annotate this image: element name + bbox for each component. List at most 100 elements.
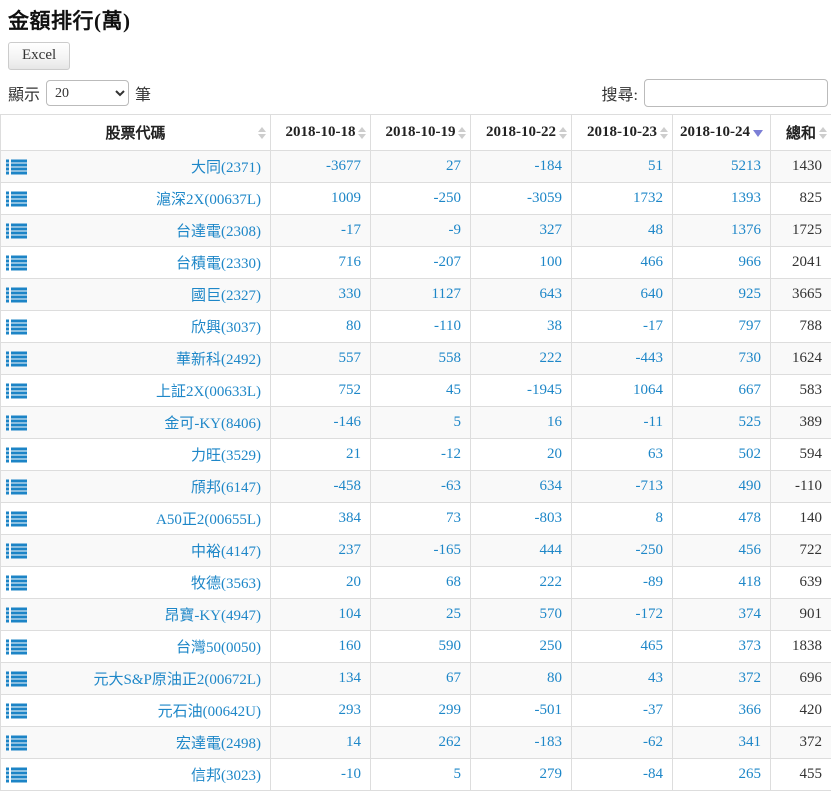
stock-link[interactable]: 滬深2X(00637L) bbox=[156, 192, 261, 208]
list-icon[interactable] bbox=[6, 383, 28, 398]
column-header-d1022[interactable]: 2018-10-22 bbox=[471, 115, 572, 151]
column-header-label: 2018-10-22 bbox=[486, 124, 556, 140]
value-cell: 643 bbox=[471, 279, 572, 311]
value-cell: 279 bbox=[471, 759, 572, 791]
stock-link[interactable]: 信邦(3023) bbox=[191, 768, 261, 784]
value-cell: 374 bbox=[673, 599, 771, 631]
stock-link[interactable]: 大同(2371) bbox=[191, 160, 261, 176]
column-header-stock[interactable]: 股票代碼 bbox=[1, 115, 271, 151]
stock-link[interactable]: 台達電(2308) bbox=[176, 224, 261, 240]
column-header-d1018[interactable]: 2018-10-18 bbox=[271, 115, 371, 151]
value-cell: 5213 bbox=[673, 151, 771, 183]
stock-link[interactable]: 昂寶-KY(4947) bbox=[164, 608, 261, 624]
stock-cell: 中裕(4147) bbox=[1, 535, 271, 567]
stock-link[interactable]: 力旺(3529) bbox=[191, 448, 261, 464]
search-control: 搜尋: bbox=[602, 79, 828, 107]
value-cell: -63 bbox=[371, 471, 471, 503]
list-icon[interactable] bbox=[6, 447, 28, 462]
value-cell: 63 bbox=[572, 439, 673, 471]
list-icon[interactable] bbox=[6, 479, 28, 494]
stock-cell: 大同(2371) bbox=[1, 151, 271, 183]
stock-link[interactable]: A50正2(00655L) bbox=[156, 512, 261, 528]
value-cell: 43 bbox=[572, 663, 673, 695]
list-icon[interactable] bbox=[6, 639, 28, 654]
stock-link[interactable]: 金可-KY(8406) bbox=[164, 416, 261, 432]
column-header-d1023[interactable]: 2018-10-23 bbox=[572, 115, 673, 151]
column-header-label: 2018-10-18 bbox=[286, 124, 356, 140]
list-icon[interactable] bbox=[6, 415, 28, 430]
stock-cell: A50正2(00655L) bbox=[1, 503, 271, 535]
stock-cell: 信邦(3023) bbox=[1, 759, 271, 791]
stock-link[interactable]: 上証2X(00633L) bbox=[156, 384, 261, 400]
stock-link[interactable]: 宏達電(2498) bbox=[176, 736, 261, 752]
value-cell: 525 bbox=[673, 407, 771, 439]
sort-both-icon bbox=[358, 127, 366, 139]
excel-export-button[interactable]: Excel bbox=[8, 42, 70, 70]
value-cell: -37 bbox=[572, 695, 673, 727]
page-length-select[interactable]: 20 bbox=[46, 80, 129, 106]
list-icon[interactable] bbox=[6, 511, 28, 526]
value-cell: 160 bbox=[271, 631, 371, 663]
value-cell: 478 bbox=[673, 503, 771, 535]
value-cell: 222 bbox=[471, 567, 572, 599]
column-header-d1019[interactable]: 2018-10-19 bbox=[371, 115, 471, 151]
sort-desc-icon bbox=[753, 130, 763, 137]
value-cell: 373 bbox=[673, 631, 771, 663]
stock-link[interactable]: 元大S&P原油正2(00672L) bbox=[93, 672, 261, 688]
column-header-label: 股票代碼 bbox=[105, 126, 165, 142]
column-header-d1024[interactable]: 2018-10-24 bbox=[673, 115, 771, 151]
value-cell: 68 bbox=[371, 567, 471, 599]
value-cell: 327 bbox=[471, 215, 572, 247]
list-icon[interactable] bbox=[6, 543, 28, 558]
value-cell: -84 bbox=[572, 759, 673, 791]
list-icon[interactable] bbox=[6, 703, 28, 718]
list-icon[interactable] bbox=[6, 319, 28, 334]
stock-link[interactable]: 頎邦(6147) bbox=[191, 480, 261, 496]
value-cell: -17 bbox=[271, 215, 371, 247]
list-icon[interactable] bbox=[6, 351, 28, 366]
value-cell: -172 bbox=[572, 599, 673, 631]
column-header-total[interactable]: 總和 bbox=[771, 115, 831, 151]
list-icon[interactable] bbox=[6, 575, 28, 590]
list-icon[interactable] bbox=[6, 223, 28, 238]
search-input[interactable] bbox=[644, 79, 828, 107]
value-cell: 558 bbox=[371, 343, 471, 375]
value-cell: 966 bbox=[673, 247, 771, 279]
stock-link[interactable]: 中裕(4147) bbox=[191, 544, 261, 560]
stock-link[interactable]: 元石油(00642U) bbox=[158, 704, 261, 720]
value-cell: 466 bbox=[572, 247, 673, 279]
list-icon[interactable] bbox=[6, 287, 28, 302]
stock-link[interactable]: 國巨(2327) bbox=[191, 288, 261, 304]
list-icon[interactable] bbox=[6, 671, 28, 686]
list-icon[interactable] bbox=[6, 735, 28, 750]
value-cell: -1945 bbox=[471, 375, 572, 407]
value-cell: 1009 bbox=[271, 183, 371, 215]
stock-cell: 上証2X(00633L) bbox=[1, 375, 271, 407]
list-icon[interactable] bbox=[6, 159, 28, 174]
value-cell: -3059 bbox=[471, 183, 572, 215]
value-cell: 27 bbox=[371, 151, 471, 183]
stock-link[interactable]: 欣興(3037) bbox=[191, 320, 261, 336]
stock-link[interactable]: 台積電(2330) bbox=[176, 256, 261, 272]
list-icon[interactable] bbox=[6, 767, 28, 782]
list-icon[interactable] bbox=[6, 607, 28, 622]
table-controls: 顯示 20 筆 搜尋: bbox=[8, 79, 828, 107]
stock-link[interactable]: 牧德(3563) bbox=[191, 576, 261, 592]
value-cell: -458 bbox=[271, 471, 371, 503]
stock-link[interactable]: 台灣50(0050) bbox=[176, 640, 261, 656]
stock-link[interactable]: 華新科(2492) bbox=[176, 352, 261, 368]
list-icon[interactable] bbox=[6, 191, 28, 206]
value-cell: 640 bbox=[572, 279, 673, 311]
value-cell: 14 bbox=[271, 727, 371, 759]
stock-cell: 滬深2X(00637L) bbox=[1, 183, 271, 215]
list-icon[interactable] bbox=[6, 255, 28, 270]
sort-both-icon bbox=[458, 127, 466, 139]
total-cell: 455 bbox=[771, 759, 831, 791]
